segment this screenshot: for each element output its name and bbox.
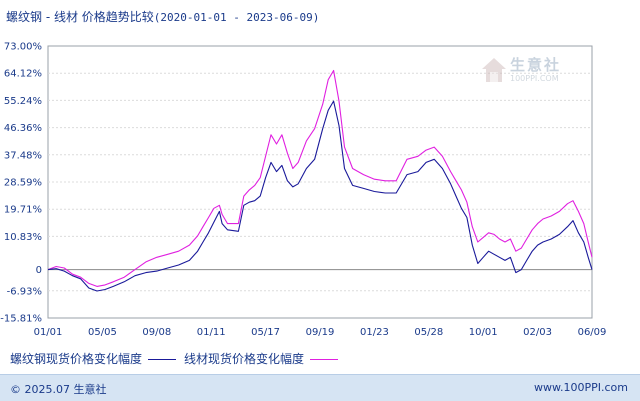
legend-swatch-0	[148, 359, 177, 360]
house-icon	[482, 58, 506, 82]
legend-label-0: 螺纹钢现货价格变化幅度	[10, 352, 143, 366]
legend-swatch-1	[310, 359, 339, 360]
y-tick-label: 28.59%	[4, 178, 42, 189]
x-tick-label: 05/05	[88, 327, 117, 338]
y-tick-label: 10.83%	[4, 232, 42, 243]
watermark-logo: 生意社 100PPI.COM	[480, 54, 576, 90]
watermark-url: 100PPI.COM	[510, 74, 559, 83]
series-line-0	[47, 100, 593, 292]
axis-labels: 73.00% 64.12% 55.24% 46.36% 37.48% 28.59% 19.7…	[0, 42, 606, 339]
y-tick-label: 46.36%	[4, 123, 42, 134]
x-tick-label: 05/17	[251, 327, 280, 338]
x-tick-label: 01/01	[34, 327, 63, 338]
chart-title-text: 螺纹钢 - 线材 价格趋势比较	[6, 10, 154, 24]
x-tick-label: 05/28	[414, 327, 443, 338]
chart-date-range: (2020-01-01 - 2023-06-09)	[153, 11, 320, 24]
y-tick-label: 64.12%	[4, 69, 42, 80]
series-line-1	[47, 69, 593, 287]
grid-lines	[48, 72, 592, 292]
x-tick-label: 09/08	[142, 327, 171, 338]
y-tick-label: 37.48%	[4, 150, 42, 161]
legend: 螺纹钢现货价格变化幅度 线材现货价格变化幅度	[10, 350, 346, 367]
y-tick-label: -15.81%	[0, 314, 42, 325]
y-tick-label: -6.93%	[7, 286, 42, 297]
chart-title: 螺纹钢 - 线材 价格趋势比较(2020-01-01 - 2023-06-09)	[6, 8, 319, 25]
x-tick-label: 01/23	[360, 327, 389, 338]
footer-bar: © 2025.07 生意社 www.100PPI.com	[0, 374, 640, 401]
x-tick-label: 09/19	[306, 327, 335, 338]
series-lines	[47, 69, 593, 292]
y-tick-label: 19.71%	[4, 205, 42, 216]
watermark-name: 生意社	[510, 56, 562, 74]
footer-url-link[interactable]: www.100PPI.com	[534, 381, 628, 394]
y-tick-label: 55.24%	[4, 96, 42, 107]
x-tick-label: 06/09	[578, 327, 607, 338]
x-tick-label: 10/01	[469, 327, 498, 338]
x-tick-label: 02/03	[523, 327, 552, 338]
y-tick-label: 0	[36, 265, 42, 276]
y-tick-label: 73.00%	[4, 42, 42, 53]
legend-label-1: 线材现货价格变化幅度	[184, 352, 305, 366]
x-tick-label: 01/11	[197, 327, 226, 338]
footer-copyright: © 2025.07 生意社	[10, 383, 107, 396]
